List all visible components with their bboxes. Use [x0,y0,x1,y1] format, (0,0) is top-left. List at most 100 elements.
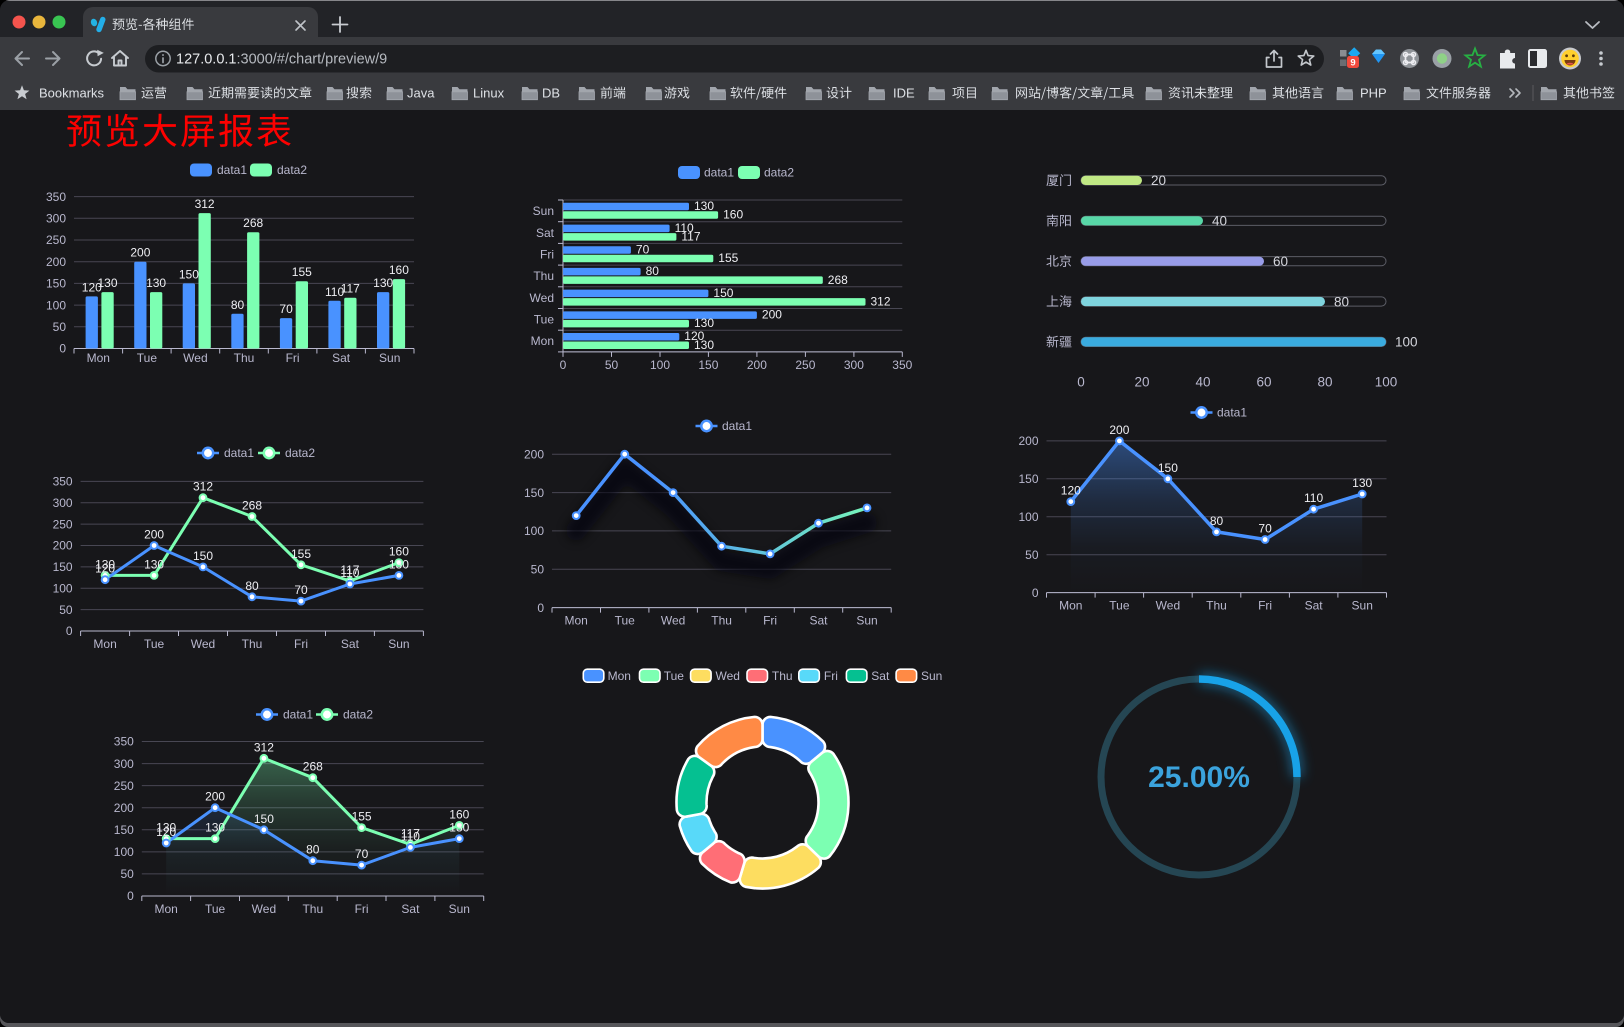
svg-text:Sun: Sun [449,902,470,916]
svg-text:Fri: Fri [763,614,777,628]
svg-text:110: 110 [401,829,420,843]
svg-text:Wed: Wed [530,291,554,305]
svg-text:50: 50 [53,320,67,334]
svg-text:data2: data2 [285,446,315,460]
svg-text:Wed: Wed [716,669,740,683]
svg-text:312: 312 [871,294,891,308]
svg-text:data2: data2 [277,163,307,177]
svg-text:200: 200 [53,539,73,553]
svg-text:200: 200 [762,308,782,322]
svg-text:Wed: Wed [1156,599,1180,613]
svg-text:data1: data1 [722,419,752,433]
svg-text:Thu: Thu [772,669,793,683]
svg-text:150: 150 [254,812,274,826]
svg-text:120: 120 [156,825,176,839]
svg-text:110: 110 [340,566,359,580]
svg-text:130: 130 [144,557,164,571]
svg-text:Wed: Wed [183,351,207,365]
svg-text:Thu: Thu [533,269,554,283]
svg-text:200: 200 [114,801,134,815]
svg-text:Tue: Tue [664,669,685,683]
svg-text:Sun: Sun [921,669,942,683]
svg-text:Sat: Sat [401,902,420,916]
svg-text:350: 350 [46,190,66,204]
svg-text:120: 120 [82,280,102,294]
svg-text:Fri: Fri [286,351,300,365]
svg-text:data1: data1 [704,166,734,180]
svg-text:150: 150 [53,560,73,574]
svg-text:268: 268 [243,216,263,230]
svg-text:40: 40 [1195,375,1210,390]
svg-text:312: 312 [193,480,213,494]
svg-text:150: 150 [524,486,544,500]
svg-text:250: 250 [53,517,73,531]
svg-text:Bookmarks: Bookmarks [39,86,105,101]
svg-text:300: 300 [114,757,134,771]
svg-text:100: 100 [1375,375,1398,390]
svg-text:80: 80 [306,843,320,857]
svg-text:Sat: Sat [1305,599,1324,613]
svg-text:Sat: Sat [809,614,828,628]
svg-text:Sun: Sun [379,351,400,365]
svg-text:data1: data1 [1217,406,1247,420]
svg-text:50: 50 [1025,548,1039,562]
svg-text:20: 20 [1151,173,1166,188]
svg-text:130: 130 [694,199,714,213]
svg-text:155: 155 [718,251,738,265]
svg-text:100: 100 [1395,335,1418,350]
svg-text:Sun: Sun [533,204,554,218]
svg-text:100: 100 [53,582,73,596]
svg-text:130: 130 [205,821,225,835]
svg-text:Thu: Thu [234,351,255,365]
svg-text:250: 250 [114,779,134,793]
svg-text:300: 300 [844,358,864,372]
svg-text:200: 200 [1018,434,1038,448]
svg-text:70: 70 [279,302,293,316]
svg-text:Thu: Thu [1206,599,1227,613]
svg-text:117: 117 [681,229,700,243]
svg-text:0: 0 [560,358,567,372]
svg-text:130: 130 [95,557,115,571]
svg-text:200: 200 [205,790,225,804]
svg-text:0: 0 [66,624,73,638]
svg-text:130: 130 [156,821,176,835]
svg-text:130: 130 [389,557,409,571]
svg-text:160: 160 [389,545,409,559]
svg-text:117: 117 [401,826,420,840]
svg-text:Mon: Mon [1059,599,1082,613]
svg-text:70: 70 [294,583,308,597]
svg-text:Thu: Thu [242,637,263,651]
svg-text:110: 110 [1304,491,1323,505]
svg-text:160: 160 [449,807,469,821]
svg-text:117: 117 [341,282,360,296]
svg-text:25.00%: 25.00% [1148,761,1250,794]
svg-text:110: 110 [675,221,694,235]
svg-text:Sat: Sat [871,669,890,683]
svg-text:120: 120 [684,329,704,343]
svg-text:80: 80 [1210,514,1224,528]
svg-text:130: 130 [694,316,714,330]
svg-text:130: 130 [1352,476,1372,490]
svg-text:Tue: Tue [137,351,158,365]
svg-text:160: 160 [723,208,743,222]
svg-text:130: 130 [694,338,714,352]
svg-text:150: 150 [179,267,199,281]
svg-text:268: 268 [303,760,323,774]
svg-text:80: 80 [1334,294,1349,309]
svg-text:200: 200 [144,528,164,542]
svg-text:DB: DB [542,86,560,101]
svg-text:0: 0 [1077,375,1085,390]
svg-text:9: 9 [1350,58,1355,69]
svg-text:250: 250 [46,233,66,247]
svg-text:312: 312 [195,197,215,211]
svg-text:0: 0 [59,342,66,356]
svg-text:268: 268 [242,499,262,513]
svg-text:120: 120 [1061,484,1081,498]
svg-text:data2: data2 [764,166,794,180]
svg-text:250: 250 [795,358,815,372]
svg-text:data2: data2 [343,708,373,722]
svg-text:155: 155 [352,810,372,824]
svg-text:80: 80 [1317,375,1332,390]
svg-text:70: 70 [355,847,369,861]
svg-text:100: 100 [1018,510,1038,524]
